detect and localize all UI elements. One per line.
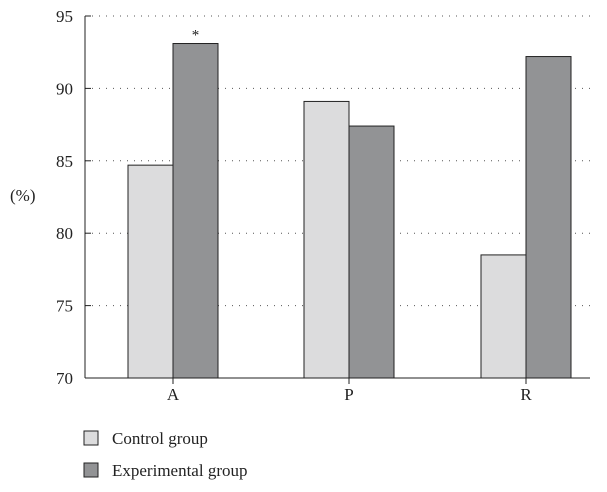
x-tick-label: R [520, 385, 532, 404]
y-tick-label: 95 [56, 7, 73, 26]
y-tick-label: 85 [56, 152, 73, 171]
bar-r-control [480, 254, 527, 379]
x-tick-label: A [167, 385, 180, 404]
x-tick-label: P [344, 385, 353, 404]
y-tick-label: 90 [56, 79, 73, 98]
y-ticks: 70 75 80 85 90 95 [56, 7, 91, 388]
bar-p-control [303, 100, 350, 379]
legend-swatch [83, 430, 99, 446]
bars [127, 43, 572, 379]
bar-a-control [127, 164, 174, 379]
y-axis-title: (%) [10, 186, 35, 205]
y-tick-label: 80 [56, 224, 73, 243]
y-tick-label: 75 [56, 297, 73, 316]
legend-label: Experimental group [112, 461, 248, 480]
significance-marker: * [192, 28, 200, 44]
legend: Control group Experimental group [83, 429, 248, 480]
bar-a-experimental [172, 43, 219, 379]
legend-label: Control group [112, 429, 208, 448]
bar-p-experimental [348, 125, 395, 379]
annotations: * [192, 28, 200, 44]
y-tick-label: 70 [56, 369, 73, 388]
axes [84, 16, 590, 379]
legend-swatch [83, 462, 99, 478]
bar-r-experimental [525, 56, 572, 379]
